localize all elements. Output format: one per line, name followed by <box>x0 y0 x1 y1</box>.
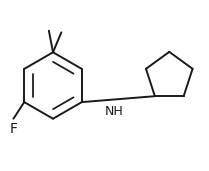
Text: F: F <box>9 122 17 136</box>
Text: NH: NH <box>105 105 124 118</box>
